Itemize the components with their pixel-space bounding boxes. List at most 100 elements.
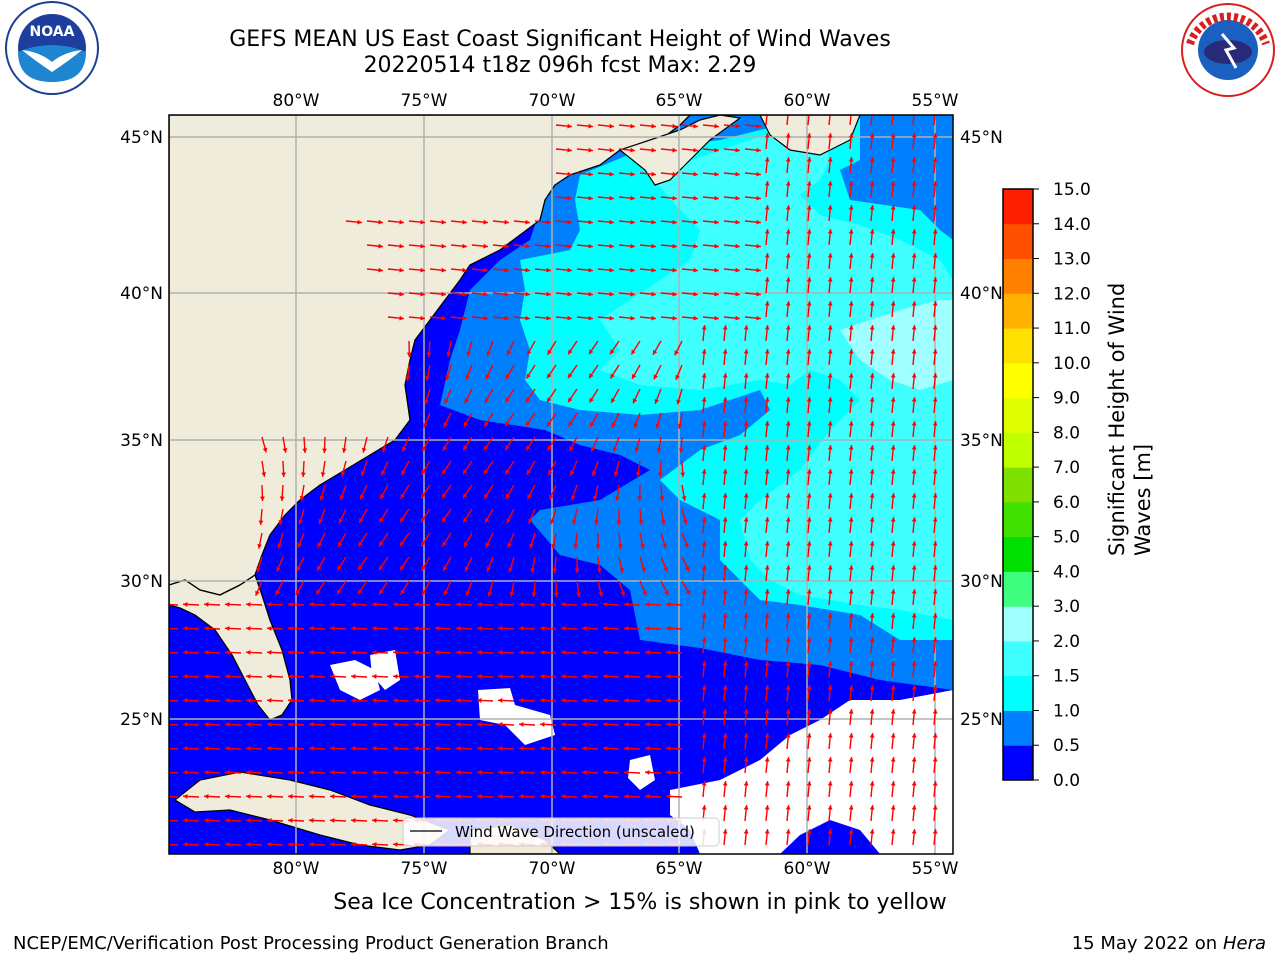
wave-direction-arrowhead (519, 650, 524, 655)
wave-direction-arrowhead (204, 842, 209, 847)
wave-direction-arrowhead (414, 650, 419, 655)
wave-direction-arrowhead (806, 157, 812, 162)
wave-direction-arrowhead (357, 219, 362, 225)
nws-logo (1181, 3, 1275, 97)
lon-label-top: 65°W (656, 91, 703, 111)
wave-direction-arrowhead (609, 267, 614, 273)
wave-direction-arrowhead (651, 147, 656, 153)
wave-direction-arrowhead (504, 243, 509, 249)
wave-direction-arrowhead (675, 374, 680, 380)
wave-direction-arrowhead (624, 602, 629, 607)
wave-direction-arrowhead (764, 757, 770, 762)
wave-direction-arrowhead (225, 818, 230, 823)
wave-direction-arrowhead (462, 219, 467, 225)
wave-direction-arrowhead (890, 205, 896, 210)
colorbar-segment (1003, 710, 1033, 746)
wave-direction-arrowhead (764, 469, 770, 474)
wave-direction-arrowhead (591, 471, 597, 477)
wave-direction-arrowhead (701, 541, 707, 546)
wave-direction-arrowhead (672, 147, 677, 153)
wave-direction-arrowhead (890, 709, 896, 714)
wave-direction-arrowhead (890, 445, 896, 450)
lat-label-right: 40°N (960, 284, 1003, 304)
colorbar-segment (1003, 328, 1033, 364)
wave-direction-arrowhead (616, 520, 622, 525)
wave-direction-arrowhead (764, 733, 770, 738)
wave-direction-arrowhead (932, 397, 938, 402)
wave-direction-arrowhead (456, 722, 461, 727)
wave-direction-arrowhead (546, 243, 551, 249)
wave-direction-arrowhead (764, 517, 770, 522)
wave-direction-arrowhead (504, 219, 509, 225)
wave-direction-arrowhead (162, 794, 167, 799)
wave-direction-arrowhead (393, 770, 398, 775)
wave-direction-arrowhead (722, 517, 728, 522)
wave-direction-arrowhead (399, 243, 404, 249)
wave-direction-arrowhead (281, 472, 286, 477)
wave-direction-arrowhead (594, 520, 600, 525)
wave-direction-arrowhead (162, 842, 167, 847)
wave-direction-arrowhead (743, 421, 749, 426)
wave-direction-arrowhead (756, 123, 761, 129)
wave-direction-arrowhead (435, 650, 440, 655)
wave-direction-arrowhead (484, 493, 489, 499)
wave-direction-arrowhead (911, 157, 917, 162)
wave-direction-arrowhead (504, 291, 509, 297)
wave-direction-arrowhead (911, 277, 917, 282)
wave-direction-arrowhead (339, 495, 345, 500)
wave-direction-arrowhead (806, 421, 812, 426)
wave-direction-arrowhead (582, 650, 587, 655)
wave-direction-arrowhead (631, 349, 636, 355)
wave-direction-arrowhead (890, 469, 896, 474)
wave-direction-arrowhead (519, 674, 524, 679)
wave-direction-arrowhead (359, 517, 364, 523)
wave-direction-arrowhead (743, 757, 749, 762)
wave-direction-arrowhead (674, 350, 679, 356)
wave-direction-arrowhead (911, 205, 917, 210)
wave-direction-arrowhead (590, 446, 596, 452)
wave-direction-arrowhead (504, 315, 509, 321)
wave-direction-arrowhead (630, 267, 635, 273)
lat-label-left: 45°N (120, 128, 163, 148)
wave-direction-arrowhead (869, 301, 875, 306)
wave-direction-arrowhead (393, 674, 398, 679)
wave-direction-arrowhead (519, 794, 524, 799)
wave-direction-arrowhead (743, 709, 749, 714)
wave-direction-arrowhead (338, 541, 343, 547)
wave-direction-arrowhead (225, 722, 230, 727)
wave-direction-arrowhead (588, 315, 593, 321)
wave-direction-arrowhead (827, 613, 833, 618)
wave-direction-arrowhead (764, 685, 770, 690)
wave-direction-arrowhead (262, 447, 268, 453)
wave-direction-arrowhead (672, 315, 677, 321)
wave-direction-arrowhead (890, 757, 896, 762)
wave-direction-arrowhead (588, 349, 594, 355)
wave-direction-arrowhead (701, 493, 707, 498)
wave-direction-arrowhead (246, 842, 251, 847)
wave-direction-arrowhead (561, 674, 566, 679)
wave-direction-arrowhead (827, 205, 833, 210)
wave-direction-arrowhead (848, 325, 854, 330)
wave-direction-arrowhead (672, 219, 677, 225)
colorbar-ticks: 15.0 14.0 13.0 12.0 11.0 10.0 9.0 8.0 7.0 6.0 5.0 4… (1033, 180, 1091, 791)
wave-direction-arrowhead (288, 698, 293, 703)
wave-direction-arrowhead (288, 650, 293, 655)
wave-direction-arrowhead (869, 397, 875, 402)
wave-direction-arrowhead (570, 470, 575, 476)
wave-direction-arrowhead (603, 626, 608, 631)
wave-direction-arrowhead (561, 650, 566, 655)
wave-direction-arrowhead (372, 770, 377, 775)
wave-direction-arrowhead (764, 493, 770, 498)
wave-direction-arrowhead (827, 301, 833, 306)
map-legend: Wind Wave Direction (unscaled) (402, 817, 720, 847)
wave-direction-arrowhead (568, 397, 573, 403)
wave-direction-arrowhead (869, 757, 875, 762)
wave-direction-arrowhead (651, 123, 656, 129)
wave-direction-arrowhead (548, 470, 553, 476)
wave-direction-arrowhead (645, 746, 650, 751)
wave-direction-arrowhead (785, 733, 791, 738)
colorbar-segment (1003, 467, 1033, 503)
wave-direction-arrowhead (351, 818, 356, 823)
wave-direction-arrowhead (666, 770, 671, 775)
wave-direction-arrowhead (456, 650, 461, 655)
